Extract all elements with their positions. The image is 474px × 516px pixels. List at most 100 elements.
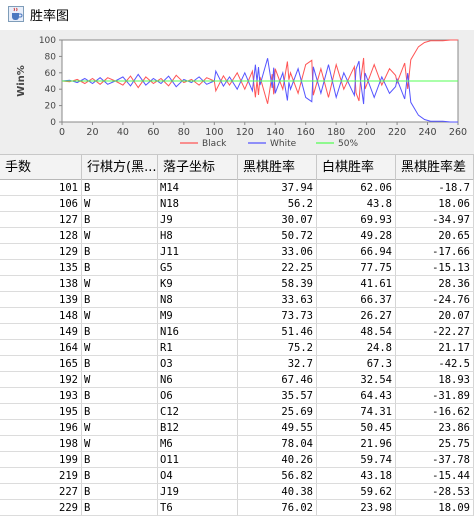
x-tick-label: 20 xyxy=(86,127,98,138)
cell-white-winrate: 67.3 xyxy=(317,356,396,372)
table-row[interactable]: 128 W H8 50.72 49.28 20.65 xyxy=(0,228,474,244)
cell-white-winrate: 66.37 xyxy=(317,292,396,308)
table-row[interactable]: 193 B O6 35.57 64.43 -31.89 xyxy=(0,388,474,404)
cell-black-winrate-diff: -17.66 xyxy=(396,244,474,260)
x-tick-label: 140 xyxy=(266,127,284,138)
cell-black-winrate: 32.7 xyxy=(238,356,317,372)
table-row[interactable]: 227 B J19 40.38 59.62 -28.53 xyxy=(0,484,474,500)
cell-white-winrate: 41.61 xyxy=(317,276,396,292)
cell-move-number: 198 xyxy=(0,436,82,452)
cell-coordinate: N16 xyxy=(158,324,238,340)
cell-white-winrate: 48.54 xyxy=(317,324,396,340)
cell-white-winrate: 24.8 xyxy=(317,340,396,356)
table-row[interactable]: 199 B O11 40.26 59.74 -37.78 xyxy=(0,452,474,468)
cell-coordinate: M14 xyxy=(158,180,238,196)
legend-label-black: Black xyxy=(202,139,227,149)
table-row[interactable]: 192 W N6 67.46 32.54 18.93 xyxy=(0,372,474,388)
cell-white-winrate: 26.27 xyxy=(317,308,396,324)
cell-black-winrate-diff: 20.65 xyxy=(396,228,474,244)
cell-white-winrate: 50.45 xyxy=(317,420,396,436)
cell-player: B xyxy=(82,388,158,404)
x-tick-label: 240 xyxy=(418,127,436,138)
cell-player: W xyxy=(82,340,158,356)
x-tick-label: 40 xyxy=(117,127,129,138)
cell-black-winrate-diff: 18.09 xyxy=(396,500,474,516)
cell-white-winrate: 23.98 xyxy=(317,500,396,516)
table-row[interactable]: 101 B M14 37.94 62.06 -18.7 xyxy=(0,180,474,196)
cell-black-winrate-diff: -15.44 xyxy=(396,468,474,484)
cell-move-number: 196 xyxy=(0,420,82,436)
cell-black-winrate: 56.2 xyxy=(238,196,317,212)
column-header-black-winrate[interactable]: 黑棋胜率 xyxy=(238,155,317,180)
cell-black-winrate-diff: -37.78 xyxy=(396,452,474,468)
table-row[interactable]: 229 B T6 76.02 23.98 18.09 xyxy=(0,500,474,516)
cell-black-winrate-diff: 20.07 xyxy=(396,308,474,324)
cell-black-winrate: 35.57 xyxy=(238,388,317,404)
table-row[interactable]: 127 B J9 30.07 69.93 -34.97 xyxy=(0,212,474,228)
cell-move-number: 193 xyxy=(0,388,82,404)
column-header-player[interactable]: 行棋方(黑... xyxy=(82,155,158,180)
table-row[interactable]: 219 B O4 56.82 43.18 -15.44 xyxy=(0,468,474,484)
table-row[interactable]: 164 W R1 75.2 24.8 21.17 xyxy=(0,340,474,356)
cell-black-winrate: 78.04 xyxy=(238,436,317,452)
table-row[interactable]: 135 B G5 22.25 77.75 -15.13 xyxy=(0,260,474,276)
cell-black-winrate-diff: 18.06 xyxy=(396,196,474,212)
cell-coordinate: N6 xyxy=(158,372,238,388)
title-bar: 胜率图 xyxy=(0,0,474,30)
table-row[interactable]: 165 B O3 32.7 67.3 -42.5 xyxy=(0,356,474,372)
cell-black-winrate-diff: 21.17 xyxy=(396,340,474,356)
cell-player: W xyxy=(82,276,158,292)
cell-move-number: 138 xyxy=(0,276,82,292)
x-tick-label: 160 xyxy=(297,127,315,138)
cell-coordinate: J11 xyxy=(158,244,238,260)
cell-black-winrate-diff: -28.53 xyxy=(396,484,474,500)
table-row[interactable]: 129 B J11 33.06 66.94 -17.66 xyxy=(0,244,474,260)
column-header-black-winrate-diff[interactable]: 黑棋胜率差 xyxy=(396,155,474,180)
cell-black-winrate: 75.2 xyxy=(238,340,317,356)
table-row[interactable]: 149 B N16 51.46 48.54 -22.27 xyxy=(0,324,474,340)
cell-coordinate: J19 xyxy=(158,484,238,500)
cell-white-winrate: 77.75 xyxy=(317,260,396,276)
cell-black-winrate: 37.94 xyxy=(238,180,317,196)
cell-black-winrate: 50.72 xyxy=(238,228,317,244)
cell-black-winrate: 33.63 xyxy=(238,292,317,308)
cell-player: B xyxy=(82,500,158,516)
cell-move-number: 101 xyxy=(0,180,82,196)
cell-white-winrate: 49.28 xyxy=(317,228,396,244)
cell-coordinate: O6 xyxy=(158,388,238,404)
java-cup-icon xyxy=(8,6,24,22)
legend-label-half: 50% xyxy=(338,139,358,149)
cell-move-number: 164 xyxy=(0,340,82,356)
table-row[interactable]: 106 W N18 56.2 43.8 18.06 xyxy=(0,196,474,212)
table-row[interactable]: 138 W K9 58.39 41.61 28.36 xyxy=(0,276,474,292)
column-header-move-number[interactable]: 手数 xyxy=(0,155,82,180)
cell-black-winrate: 40.38 xyxy=(238,484,317,500)
cell-player: W xyxy=(82,420,158,436)
legend-label-white: White xyxy=(270,139,297,149)
cell-coordinate: K9 xyxy=(158,276,238,292)
cell-move-number: 219 xyxy=(0,468,82,484)
cell-black-winrate-diff: -18.7 xyxy=(396,180,474,196)
cell-coordinate: H8 xyxy=(158,228,238,244)
cell-black-winrate-diff: -22.27 xyxy=(396,324,474,340)
cell-player: B xyxy=(82,180,158,196)
cell-coordinate: N18 xyxy=(158,196,238,212)
cell-white-winrate: 59.74 xyxy=(317,452,396,468)
table-row[interactable]: 148 W M9 73.73 26.27 20.07 xyxy=(0,308,474,324)
table-row[interactable]: 196 W B12 49.55 50.45 23.86 xyxy=(0,420,474,436)
cell-black-winrate: 22.25 xyxy=(238,260,317,276)
y-tick-label: 40 xyxy=(45,85,57,95)
column-header-white-winrate[interactable]: 白棋胜率 xyxy=(317,155,396,180)
cell-coordinate: M9 xyxy=(158,308,238,324)
table-row[interactable]: 139 B N8 33.63 66.37 -24.76 xyxy=(0,292,474,308)
cell-black-winrate: 51.46 xyxy=(238,324,317,340)
table-row[interactable]: 198 W M6 78.04 21.96 25.75 xyxy=(0,436,474,452)
table-row[interactable]: 195 B C12 25.69 74.31 -16.62 xyxy=(0,404,474,420)
cell-white-winrate: 66.94 xyxy=(317,244,396,260)
column-header-coordinate[interactable]: 落子坐标 xyxy=(158,155,238,180)
cell-player: B xyxy=(82,468,158,484)
window-title: 胜率图 xyxy=(30,9,70,24)
cell-move-number: 199 xyxy=(0,452,82,468)
x-tick-label: 80 xyxy=(178,127,190,138)
cell-white-winrate: 21.96 xyxy=(317,436,396,452)
